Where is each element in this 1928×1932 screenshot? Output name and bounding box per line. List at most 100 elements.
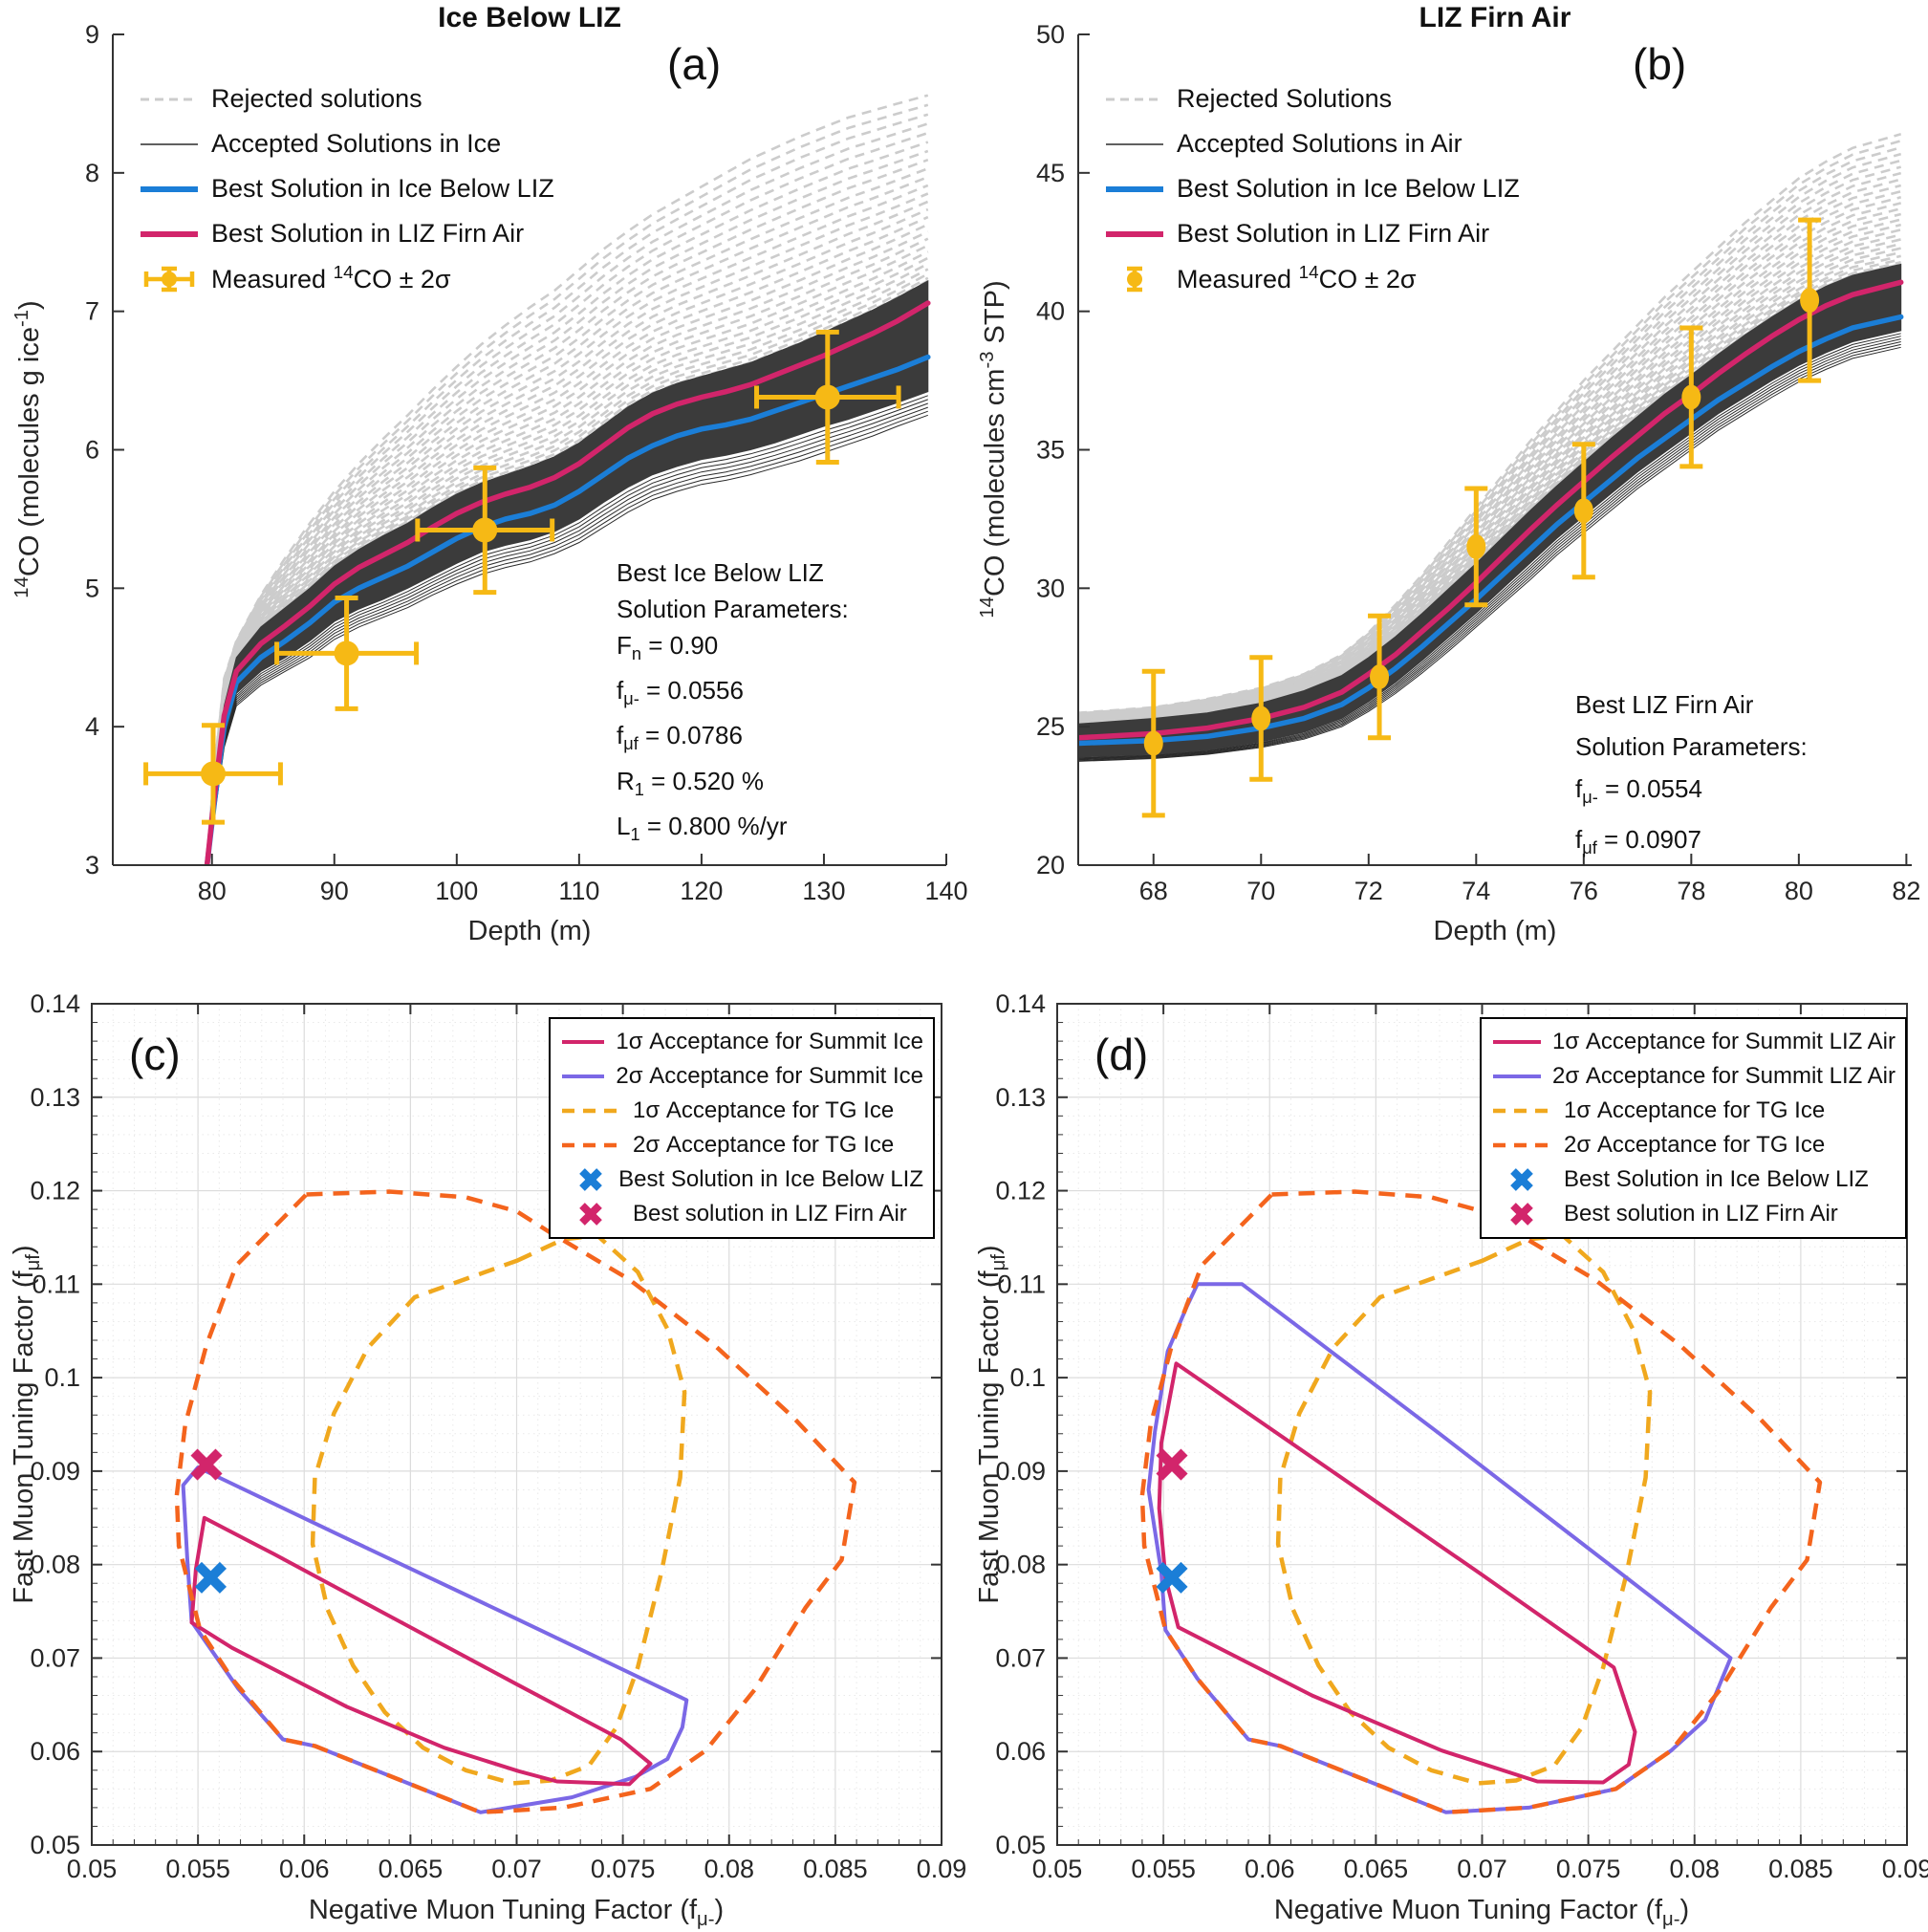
contour-1sigma_tg_ice [310,1233,687,1786]
legend-swatch-rejected-icon [141,98,198,100]
contour-2sigma_summit_liz_air [1146,1282,1733,1814]
legend-swatch-x_crimson-icon [579,1203,602,1226]
y-tick-label: 0.12 [30,1177,80,1205]
legend-entry-label: Best Solution in LIZ Firn Air [211,219,525,248]
legend-entry: Best Solution in LIZ Firn Air [139,211,554,256]
y-tick-label: 7 [85,297,99,326]
legend-entry-label: Accepted Solutions in Air [1177,129,1462,158]
legend-swatch-x_crimson-icon [1510,1203,1533,1226]
legend-entry: Rejected Solutions [1104,76,1520,121]
panel-c-ylabel: Fast Muon Tuning Factor (fμf) [9,1245,44,1604]
panel-b-ylabel: 14CO (molecules cm-3 STP) [977,280,1010,619]
x-tick-label: 76 [1570,877,1598,905]
best-solution-liz-firn-air-line [204,300,931,865]
legend-entry-label: Measured 14CO ± 2σ [211,263,451,293]
x-tick-label: 0.07 [1457,1855,1507,1883]
annotation-line: fμf = 0.0907 [1575,825,1701,858]
x-tick-label: 0.07 [491,1855,542,1883]
annotation-line: Best Ice Below LIZ [617,558,824,587]
legend-entry-label: Accepted Solutions in Ice [211,129,502,158]
legend-entry: Rejected solutions [139,76,554,121]
accepted-solutions-curves [206,395,928,865]
y-tick-label: 0.13 [995,1083,1046,1112]
legend-entry-label: 2σ Acceptance for Summit LIZ Air [1552,1063,1896,1089]
panel-a-annotation: Best Ice Below LIZ Solution Parameters: Fn… [617,554,849,853]
y-tick-label: 0.05 [30,1831,80,1859]
annotation-line: fμ- = 0.0556 [617,676,744,709]
legend-swatch-line_crimson-icon [1493,1040,1542,1044]
accepted-solutions-band [206,279,929,865]
legend-swatch-measured_y-icon [1127,266,1142,292]
panel-a-title: Ice Below LIZ [438,2,621,33]
panel-c-plot-area [92,1004,942,1845]
legend-entry-label: Best solution in LIZ Firn Air [633,1201,907,1226]
panel-d-xlabel: Negative Muon Tuning Factor (fμ-) [1273,1895,1690,1930]
x-tick-label: 110 [558,877,599,905]
x-tick-label: 90 [320,877,349,905]
legend-entry: 1σ Acceptance for TG Ice [1491,1095,1896,1127]
measured-points [1141,217,1822,818]
panel-a-xlabel: Depth (m) [467,916,592,946]
legend-entry: Accepted Solutions in Ice [139,121,554,166]
panel-d-legend: 1σ Acceptance for Summit LIZ Air 2σ Accep… [1480,1017,1907,1239]
panel-b-xlabel: Depth (m) [1433,916,1557,946]
y-tick-label: 0.1 [1009,1363,1046,1392]
grid [1057,1004,1907,1845]
y-tick-label: 20 [1036,851,1065,879]
y-tick-label: 0.09 [995,1457,1046,1486]
legend-swatch-best_ice-icon [141,185,198,192]
x-tick-label: 74 [1462,877,1490,905]
annotation-line: R1 = 0.520 % [617,766,764,799]
x-tick-label: 0.08 [1669,1855,1720,1883]
contour-1sigma_summit_liz_air [1157,1361,1637,1785]
annotation-line: Best LIZ Firn Air [1575,690,1754,719]
panel-b-annotation: Best LIZ Firn Air Solution Parameters: fμ-… [1575,684,1808,869]
legend-swatch-rejected-icon [1106,98,1163,100]
legend-entry-label: 2σ Acceptance for TG Ice [633,1132,895,1158]
x-tick-label: 0.05 [1032,1855,1083,1883]
x-tick-label: 0.085 [1768,1855,1833,1883]
legend-entry-label: 2σ Acceptance for Summit Ice [616,1063,923,1089]
y-tick-label: 0.1 [44,1363,80,1392]
x-tick-label: 0.055 [1131,1855,1196,1883]
panel-b-letter: (b) [1633,39,1687,89]
y-tick-label: 0.09 [30,1457,80,1486]
legend-entry: 2σ Acceptance for TG Ice [1491,1129,1896,1161]
measured-point [1571,442,1595,580]
y-tick-label: 0.14 [30,989,80,1018]
legend-swatch-line_purple-icon [1493,1075,1542,1078]
annotation-line: Fn = 0.90 [617,631,719,664]
y-tick-label: 6 [85,436,99,465]
legend-entry-label: 1σ Acceptance for Summit Ice [616,1029,923,1054]
y-tick-label: 0.11 [997,1270,1046,1298]
legend-entry-label: Best Solution in Ice Below LIZ [1564,1166,1869,1192]
y-tick-label: 5 [85,574,99,602]
legend-entry-label: Measured 14CO ± 2σ [1177,263,1417,293]
legend-entry-label: 1σ Acceptance for TG Ice [1564,1097,1826,1123]
legend-entry: Best solution in LIZ Firn Air [1491,1198,1896,1230]
x-tick-label: 130 [802,877,845,905]
measured-point [754,329,901,466]
rejected-solutions-curves [206,94,929,858]
x-tick-label: 0.065 [1344,1855,1409,1883]
legend-swatch-line_purple-icon [562,1075,605,1078]
legend-swatch-accepted-icon [141,142,198,145]
legend-entry-label: 1σ Acceptance for TG Ice [633,1097,895,1123]
x-tick-label: 0.065 [379,1855,444,1883]
y-tick-label: 0.11 [32,1270,80,1298]
legend-swatch-dash_orange-icon [562,1142,619,1148]
y-tick-label: 30 [1036,574,1065,602]
legend-entry: Best Solution in Ice Below LIZ [1104,166,1520,211]
legend-entry: Best Solution in Ice Below LIZ [560,1163,923,1196]
legend-swatch-line_crimson-icon [562,1040,605,1044]
y-tick-label: 0.06 [30,1737,80,1766]
y-tick-label: 0.08 [30,1551,80,1579]
panel-d-letter: (d) [1094,1030,1149,1079]
best-solution-ice-below-liz-line [204,354,931,865]
y-tick-label: 0.07 [995,1643,1046,1672]
y-tick-label: 0.06 [995,1737,1046,1766]
x-tick-label: 82 [1892,877,1920,905]
legend-entry-label: Best Solution in LIZ Firn Air [1177,219,1490,248]
legend-swatch-best_air-icon [141,230,198,237]
panel-a-ylabel: 14CO (molecules g ice-1) [11,300,45,598]
